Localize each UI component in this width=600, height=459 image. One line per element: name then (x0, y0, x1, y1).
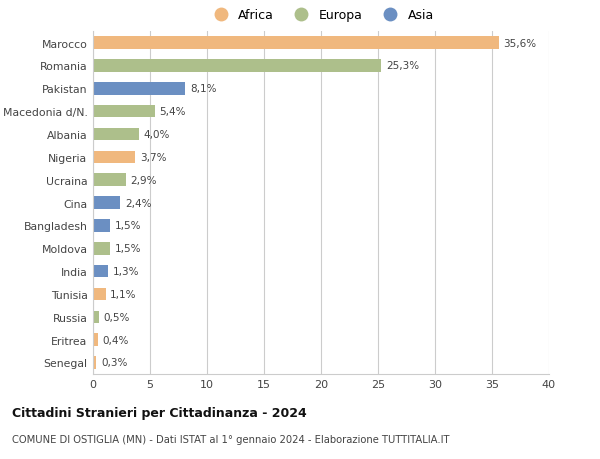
Bar (93, 174, 126, 186)
Text: 35,6%: 35,6% (503, 39, 536, 49)
Text: 2,9%: 2,9% (131, 175, 157, 185)
Bar (93, 242, 110, 255)
Bar (93, 220, 110, 232)
Text: 5,4%: 5,4% (159, 107, 185, 117)
Text: 1,5%: 1,5% (115, 221, 141, 231)
Legend: Africa, Europa, Asia: Africa, Europa, Asia (208, 9, 434, 22)
Text: 4,0%: 4,0% (143, 130, 170, 140)
Text: 1,3%: 1,3% (112, 267, 139, 276)
Bar (93, 311, 98, 323)
Text: 0,3%: 0,3% (101, 358, 127, 368)
Bar (93, 37, 499, 50)
Text: 1,5%: 1,5% (115, 244, 141, 254)
Bar (93, 60, 382, 73)
Text: COMUNE DI OSTIGLIA (MN) - Dati ISTAT al 1° gennaio 2024 - Elaborazione TUTTITALI: COMUNE DI OSTIGLIA (MN) - Dati ISTAT al … (12, 434, 449, 444)
Text: 3,7%: 3,7% (140, 152, 166, 162)
Bar (93, 197, 121, 209)
Bar (93, 83, 185, 95)
Text: 0,5%: 0,5% (103, 312, 130, 322)
Text: Cittadini Stranieri per Cittadinanza - 2024: Cittadini Stranieri per Cittadinanza - 2… (12, 406, 307, 419)
Bar (93, 129, 139, 141)
Text: 0,4%: 0,4% (102, 335, 128, 345)
Text: 8,1%: 8,1% (190, 84, 217, 94)
Bar (93, 106, 155, 118)
Bar (93, 288, 106, 301)
Bar (93, 151, 135, 164)
Bar (93, 334, 98, 346)
Text: 25,3%: 25,3% (386, 62, 419, 71)
Text: 2,4%: 2,4% (125, 198, 151, 208)
Bar (93, 265, 108, 278)
Text: 1,1%: 1,1% (110, 289, 137, 299)
Bar (93, 357, 97, 369)
